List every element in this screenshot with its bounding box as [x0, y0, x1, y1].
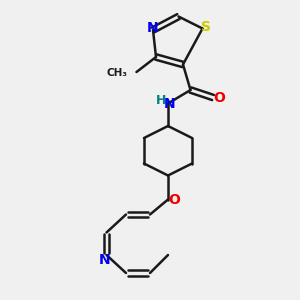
Text: N: N [99, 253, 111, 266]
Text: O: O [169, 193, 181, 206]
Text: CH₃: CH₃ [106, 68, 128, 79]
Text: N: N [147, 22, 159, 35]
Text: S: S [201, 20, 211, 34]
Text: H: H [156, 94, 167, 107]
Text: N: N [164, 97, 175, 110]
Text: O: O [214, 91, 226, 104]
